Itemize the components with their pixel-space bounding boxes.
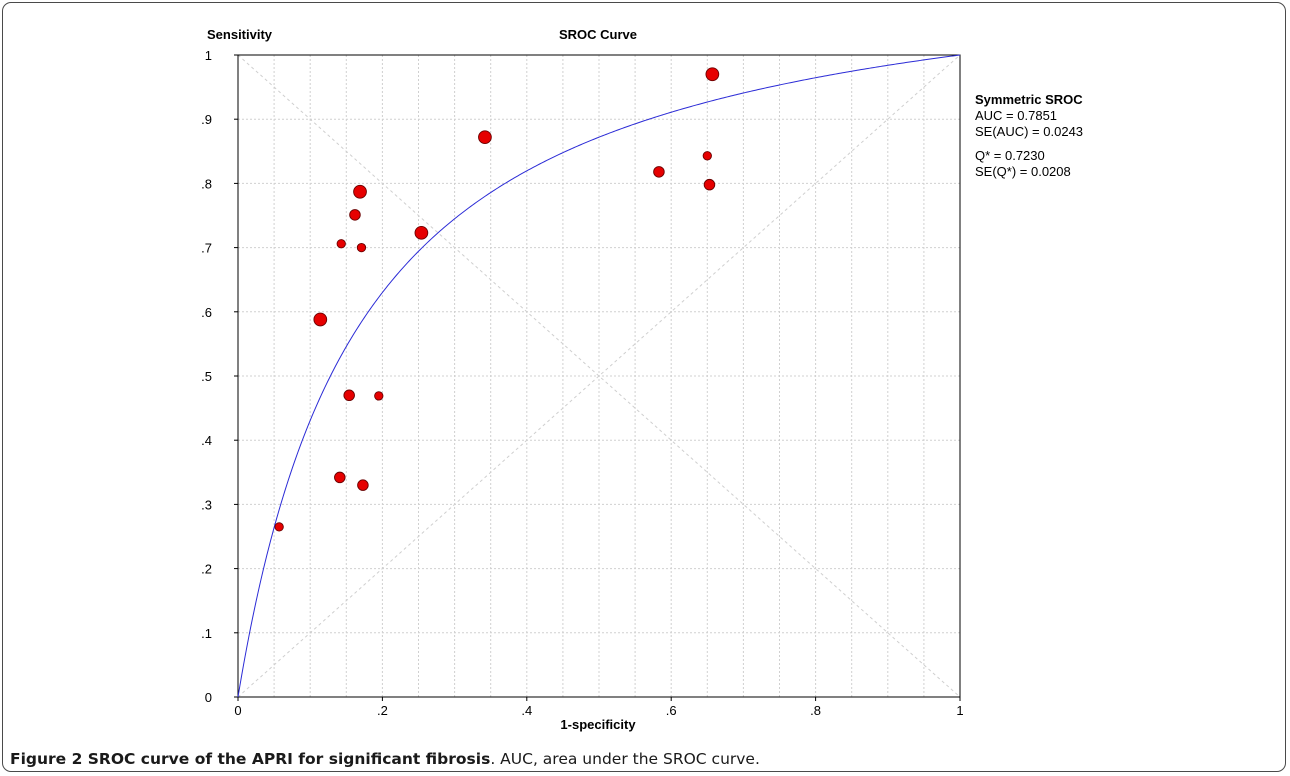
data-point [334, 471, 346, 484]
data-point [353, 184, 367, 199]
x-tick-label: 1 [956, 703, 963, 718]
data-point [349, 209, 361, 221]
annotation-se-auc: SE(AUC) = 0.0243 [975, 124, 1083, 139]
data-point [705, 67, 720, 82]
sroc-annotation: Symmetric SROC AUC = 0.7851 SE(AUC) = 0.… [975, 92, 1083, 179]
diagonal-lines [237, 54, 961, 698]
y-tick-label: .2 [201, 562, 212, 577]
x-tick-label: .4 [521, 703, 532, 718]
annotation-heading: Symmetric SROC [975, 92, 1083, 107]
x-tick-label: .6 [666, 703, 677, 718]
x-axis-label: 1-specificity [560, 717, 636, 732]
data-point [336, 239, 346, 249]
annotation-q-star: Q* = 0.7230 [975, 148, 1045, 163]
figure-caption: Figure 2 SROC curve of the APRI for sign… [10, 750, 760, 768]
data-point [653, 166, 665, 178]
y-axis-label: Sensitivity [207, 27, 273, 42]
data-point [374, 391, 384, 401]
x-tick-label: 0 [234, 703, 241, 718]
data-point [414, 225, 429, 240]
x-tick-label: .8 [810, 703, 821, 718]
ticks: 0 .2 .4 .6 .8 1 0 .1 .2 .3 .4 .5 .6 .7 .8 .9 1 [201, 48, 963, 718]
y-tick-label: .5 [201, 369, 212, 384]
data-points [274, 67, 720, 532]
data-point [313, 312, 328, 327]
grid [238, 55, 960, 697]
y-tick-label: .9 [201, 112, 212, 127]
data-point [702, 151, 712, 161]
y-tick-label: .1 [201, 626, 212, 641]
data-point [357, 479, 369, 491]
y-tick-label: .7 [201, 241, 212, 256]
caption-text: . AUC, area under the SROC curve. [490, 750, 760, 768]
chart-title: SROC Curve [559, 27, 637, 42]
data-point [478, 130, 492, 145]
caption-title: Figure 2 SROC curve of the APRI for sign… [10, 750, 491, 768]
annotation-auc: AUC = 0.7851 [975, 108, 1057, 123]
sroc-curve [237, 54, 961, 698]
data-point [274, 522, 284, 532]
annotation-se-q-star: SE(Q*) = 0.0208 [975, 164, 1071, 179]
symmetry-diagonal [237, 54, 961, 698]
y-tick-label: 0 [205, 690, 212, 705]
chance-diagonal [237, 54, 961, 698]
y-tick-label: .8 [201, 176, 212, 191]
x-tick-label: .2 [377, 703, 388, 718]
y-tick-label: .6 [201, 305, 212, 320]
data-point [703, 178, 716, 191]
y-tick-label: .4 [201, 433, 212, 448]
sroc-chart: 0 .2 .4 .6 .8 1 0 .1 .2 .3 .4 .5 .6 .7 .8 .9 1 SROC Curv… [201, 27, 1083, 732]
data-point [356, 242, 367, 253]
y-tick-label: 1 [205, 48, 212, 63]
y-tick-label: .3 [201, 497, 212, 512]
data-point [343, 389, 355, 402]
